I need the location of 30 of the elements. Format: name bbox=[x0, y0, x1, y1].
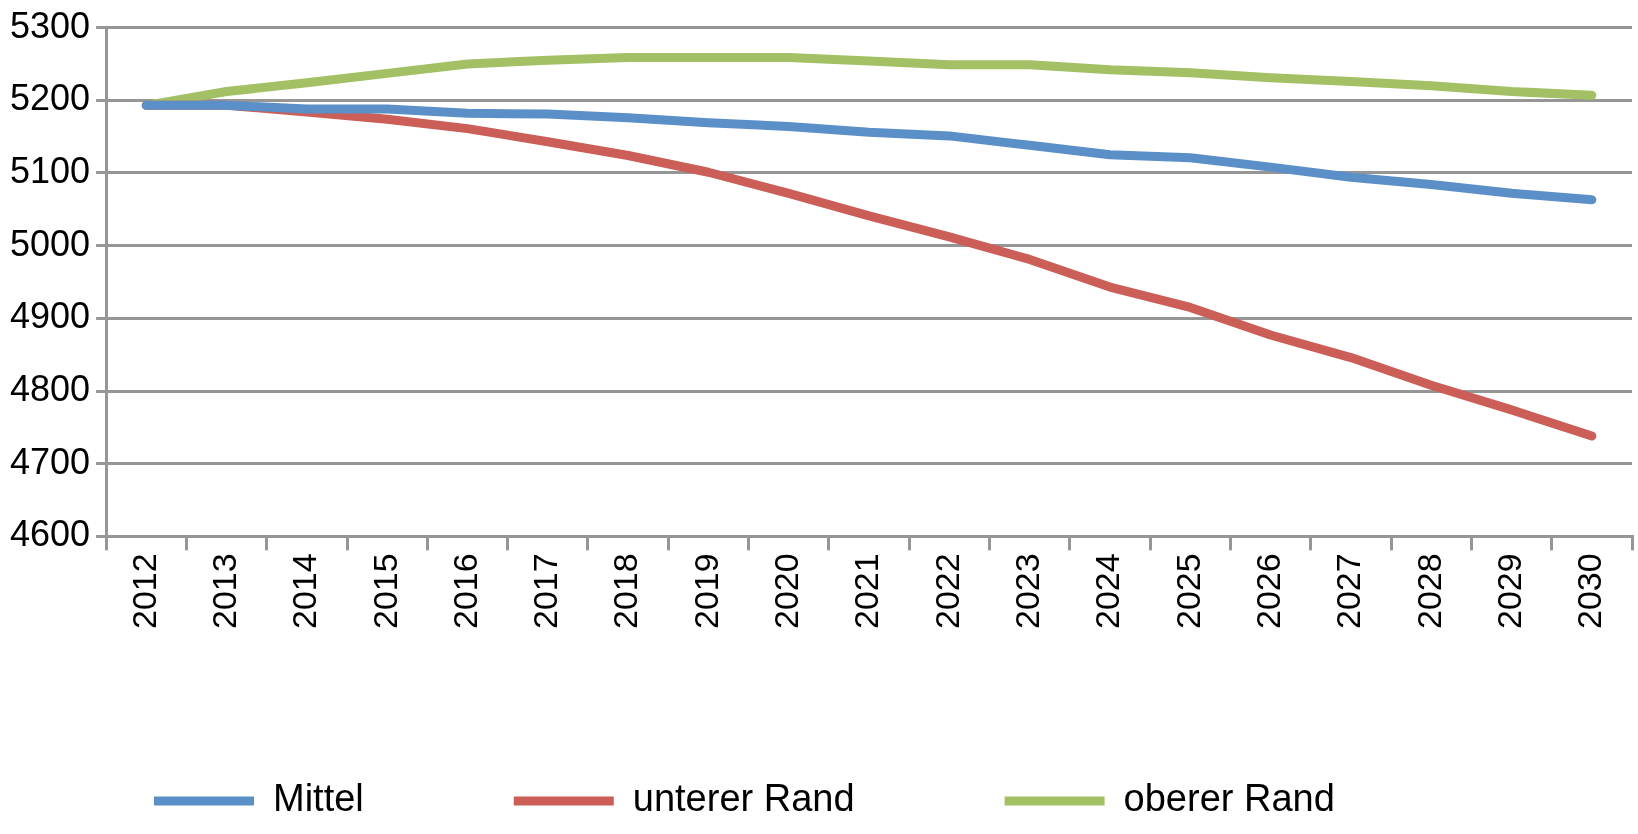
x-tick-label: 2016 bbox=[445, 553, 484, 629]
x-tick-label: 2029 bbox=[1489, 553, 1528, 629]
y-tick-label: 5000 bbox=[9, 222, 91, 264]
y-tick-label: 4600 bbox=[9, 513, 91, 555]
x-tick-label: 2014 bbox=[285, 553, 324, 629]
y-tick-label: 4900 bbox=[9, 295, 91, 337]
x-tick-label: 2027 bbox=[1329, 553, 1368, 629]
x-tick-label: 2026 bbox=[1248, 553, 1287, 629]
legend-label: unterer Rand bbox=[632, 777, 855, 820]
legend-label: oberer Rand bbox=[1123, 777, 1335, 820]
x-tick-label: 2013 bbox=[204, 553, 243, 629]
x-tick-label: 2022 bbox=[927, 553, 966, 629]
x-tick-label: 2028 bbox=[1409, 553, 1448, 629]
y-tick-label: 5200 bbox=[9, 77, 91, 119]
y-tick-label: 5300 bbox=[9, 4, 91, 46]
x-tick-label: 2025 bbox=[1168, 553, 1207, 629]
x-tick-label: 2019 bbox=[686, 553, 725, 629]
x-tick-label: 2021 bbox=[847, 553, 886, 629]
legend-label: Mittel bbox=[273, 777, 364, 820]
x-tick-label: 2023 bbox=[1008, 553, 1047, 629]
x-tick-label: 2015 bbox=[365, 553, 404, 629]
x-tick-label: 2020 bbox=[767, 553, 806, 629]
y-tick-label: 5100 bbox=[9, 149, 91, 191]
y-tick-label: 4800 bbox=[9, 367, 91, 409]
x-tick-label: 2018 bbox=[606, 553, 645, 629]
x-tick-label: 2030 bbox=[1570, 553, 1609, 629]
x-tick-label: 2024 bbox=[1088, 553, 1127, 629]
x-tick-label: 2017 bbox=[526, 553, 565, 629]
y-tick-label: 4700 bbox=[9, 440, 91, 482]
x-tick-label: 2012 bbox=[124, 553, 163, 629]
